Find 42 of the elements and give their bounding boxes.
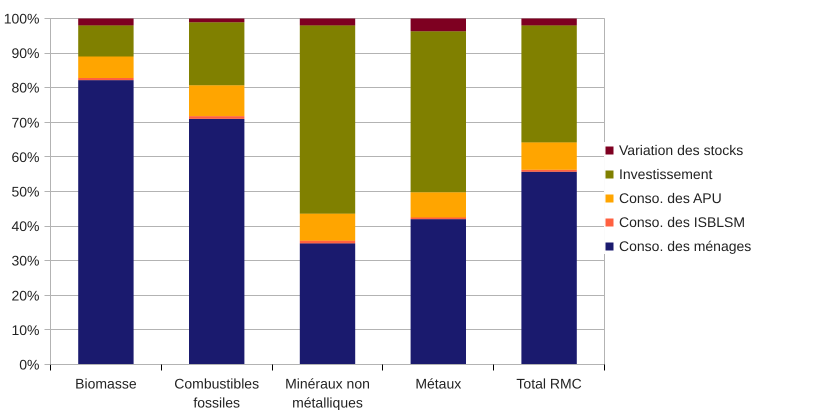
y-tick-label: 30% [11, 252, 40, 269]
bar [78, 80, 134, 364]
bar [521, 172, 577, 364]
x-tick-label: Métaux [415, 376, 462, 392]
bar [189, 22, 244, 86]
bar [300, 214, 356, 241]
y-tick-label: 50% [11, 184, 40, 200]
y-tick-label: 60% [11, 148, 40, 165]
y-tick-label: 70% [11, 114, 40, 130]
bar [78, 56, 134, 78]
y-tick-label: 20% [11, 287, 40, 304]
bar [410, 31, 466, 192]
x-tick-label: Combustibles fossiles [174, 376, 260, 410]
bar [521, 142, 577, 170]
bar [410, 18, 466, 32]
y-tick-label: 90% [11, 45, 40, 62]
bar [189, 18, 244, 22]
x-tick-label: Biomasse [75, 376, 137, 392]
y-tick-label: 80% [11, 80, 40, 96]
y-tick-label: 10% [11, 322, 40, 338]
bar [189, 118, 244, 364]
bar [521, 25, 577, 142]
legend-label: Conso. des APU [619, 190, 722, 206]
bar [78, 18, 134, 26]
bar [300, 25, 356, 214]
legend-label: Conso. des ISBLSM [619, 214, 746, 230]
bar [189, 116, 244, 119]
bar [189, 85, 244, 116]
legend-label: Investissement [619, 166, 712, 182]
y-tick-label: 0% [19, 356, 40, 372]
bar [410, 219, 466, 364]
bar [521, 18, 577, 26]
bar [300, 18, 356, 26]
bar [300, 240, 356, 244]
y-tick-label: 40% [11, 218, 40, 234]
bar [78, 25, 134, 57]
legend-label: Conso. des ménages [619, 238, 752, 254]
y-tick-label: 100% [4, 10, 40, 26]
legend-label: Variation des stocks [619, 142, 744, 158]
bar [410, 192, 466, 218]
x-tick-label: Total RMC [516, 376, 582, 392]
bar [300, 243, 356, 364]
